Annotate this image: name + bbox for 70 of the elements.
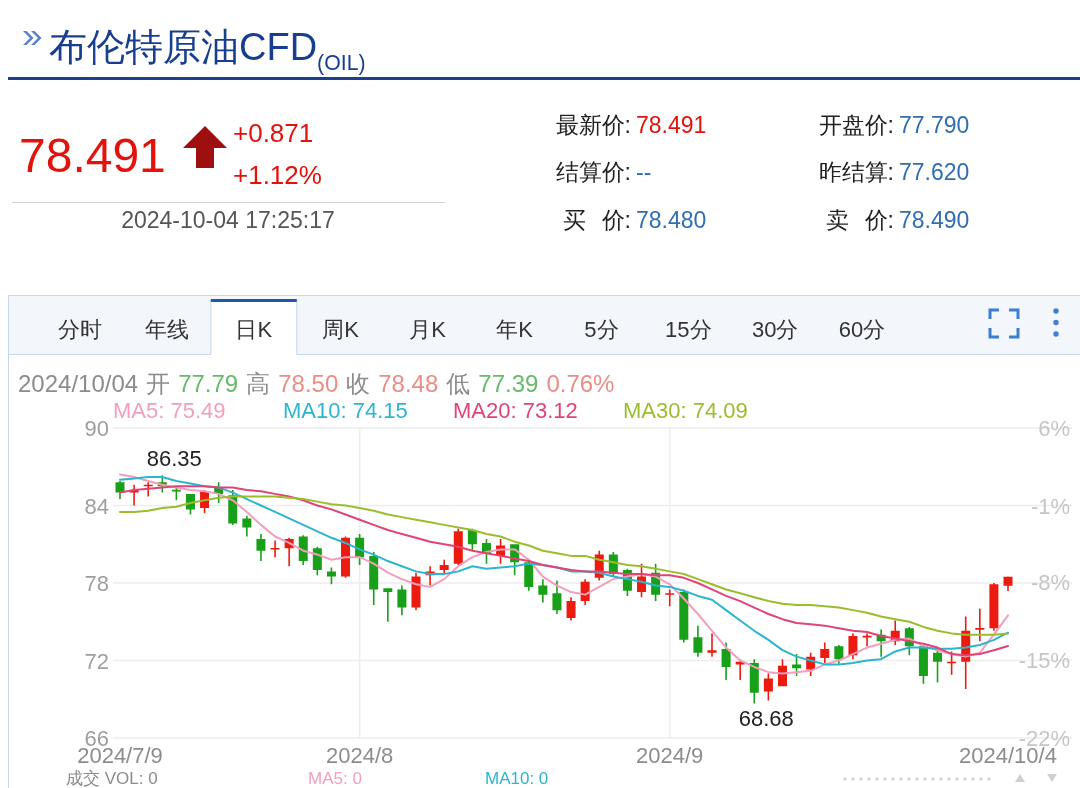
text: 收 bbox=[346, 370, 371, 397]
candlestick bbox=[538, 579, 548, 603]
text: 成交 VOL: 0 bbox=[66, 769, 158, 788]
text: 77.790 bbox=[899, 112, 970, 138]
text: 2024-10-04 17:25:17 bbox=[121, 207, 335, 233]
text: 开 bbox=[146, 370, 171, 397]
candlestick bbox=[820, 642, 830, 664]
text: 卖 价: bbox=[826, 207, 894, 233]
annotation: 86.35 bbox=[146, 446, 202, 472]
text: 布伦特原油CFD$_{(OIL)}$ bbox=[49, 26, 366, 76]
text: 开盘价: bbox=[818, 112, 894, 138]
text: 78.491 bbox=[636, 112, 707, 138]
text: 78.480 bbox=[636, 207, 707, 233]
text: 昨结算: bbox=[818, 159, 894, 185]
candlestick bbox=[693, 625, 703, 657]
text: 30分 bbox=[751, 317, 799, 342]
text: +0.871 bbox=[233, 118, 314, 148]
text: 年K bbox=[496, 317, 534, 342]
text: 2024/10/04 bbox=[18, 370, 139, 397]
text: 分时 bbox=[58, 317, 102, 342]
y2-tick-label: -15% bbox=[1018, 648, 1070, 674]
line-series bbox=[119, 495, 1009, 636]
text: 78.491 bbox=[19, 129, 166, 182]
text: MA10: 74.15 bbox=[283, 398, 408, 423]
y-tick-label: 90 bbox=[84, 416, 109, 441]
text: 78.50 bbox=[278, 370, 339, 397]
text: 最新价: bbox=[555, 112, 631, 138]
text: 0.76% bbox=[546, 370, 615, 397]
y-tick-label: 84 bbox=[84, 493, 109, 519]
text: MA5: 75.49 bbox=[113, 398, 226, 423]
text: 77.79 bbox=[178, 370, 239, 397]
text: MA30: 74.09 bbox=[623, 398, 748, 423]
y-tick-label: 72 bbox=[84, 648, 109, 674]
y2-tick-label: -1% bbox=[1030, 493, 1070, 519]
text: 77.620 bbox=[899, 159, 970, 185]
text: -- bbox=[636, 159, 652, 185]
text: 78.48 bbox=[378, 370, 439, 397]
text: +1.12% bbox=[233, 160, 322, 190]
text: 月K bbox=[409, 317, 447, 342]
text: 买 价: bbox=[563, 207, 631, 233]
candlestick bbox=[1003, 576, 1013, 591]
text: MA20: 73.12 bbox=[453, 398, 578, 423]
candlestick bbox=[242, 515, 252, 537]
candlestick bbox=[665, 589, 675, 607]
text: 高 bbox=[246, 370, 271, 397]
x-tick-label: 2024/9 bbox=[636, 743, 704, 768]
candlestick bbox=[975, 608, 985, 642]
text: 日K bbox=[235, 317, 273, 342]
candlestick bbox=[270, 540, 280, 558]
y2-tick-label: -8% bbox=[1030, 570, 1070, 596]
text: 77.39 bbox=[478, 370, 539, 397]
annotation: 68.68 bbox=[738, 706, 794, 732]
x-tick-label: 2024/8 bbox=[325, 743, 394, 768]
text: 15分 bbox=[665, 317, 712, 342]
text: 78.490 bbox=[899, 207, 970, 233]
text: MA5: 0 bbox=[308, 769, 362, 788]
candlestick bbox=[707, 633, 717, 657]
candlestick bbox=[383, 588, 393, 622]
candlestick bbox=[862, 633, 872, 647]
y2-tick-label: 6% bbox=[1038, 416, 1070, 441]
y-tick-label: 78 bbox=[84, 571, 109, 596]
candlestick bbox=[397, 585, 407, 616]
text: 低 bbox=[446, 370, 471, 397]
text: 5分 bbox=[584, 317, 619, 342]
text: 结算价: bbox=[555, 159, 631, 185]
text: 年线 bbox=[144, 317, 189, 342]
text: 60分 bbox=[838, 317, 886, 342]
text: MA10: 0 bbox=[485, 769, 549, 788]
candlestick bbox=[256, 533, 266, 562]
text: 周K bbox=[322, 317, 360, 342]
